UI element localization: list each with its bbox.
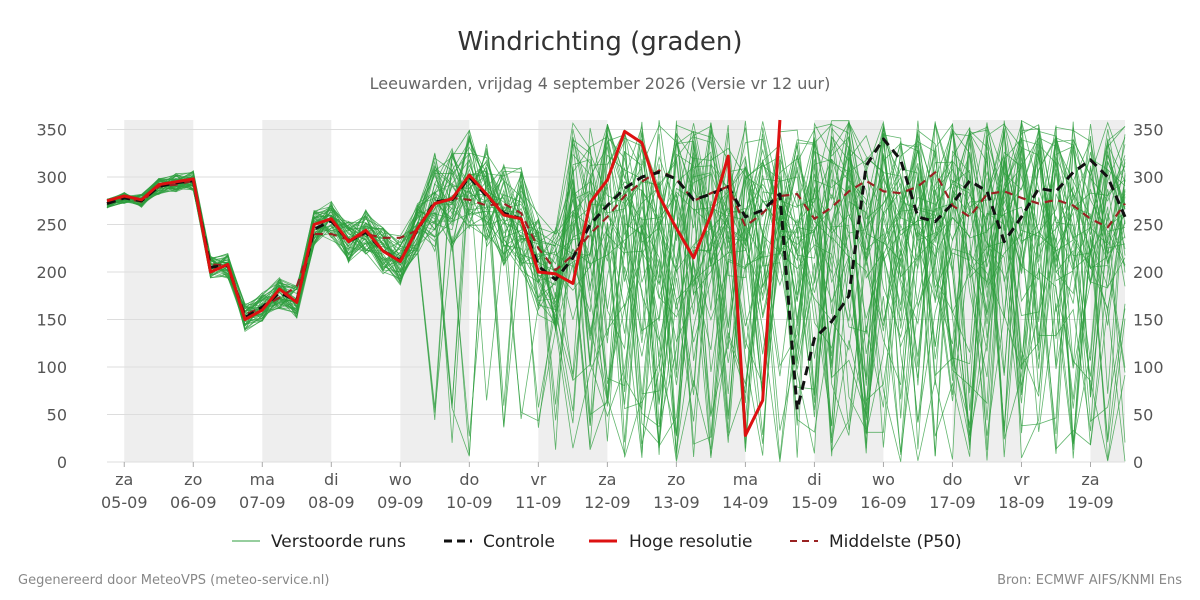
x-tick-day: ma: [733, 470, 758, 489]
y-tick-label-right: 200: [1133, 263, 1164, 282]
x-tick-date: 06-09: [170, 493, 217, 512]
y-tick-label-left: 150: [36, 311, 67, 330]
x-tick-day: wo: [389, 470, 412, 489]
y-axis-right: 0 50 100 150 200 250 300 350: [1133, 121, 1164, 473]
day-band-1: [262, 120, 332, 462]
ensemble-member-line: [106, 120, 1126, 459]
y-tick-label-left: 100: [36, 358, 67, 377]
footer-generated-by: Gegenereerd door MeteoVPS (meteo-service…: [18, 573, 329, 588]
ensemble-member-line: [106, 120, 1126, 454]
x-tick-date: 12-09: [584, 493, 631, 512]
y-tick-label-left: 300: [36, 168, 67, 187]
x-tick-date: 13-09: [653, 493, 700, 512]
y-tick-label-right: 350: [1133, 121, 1164, 140]
x-tick-day: za: [598, 470, 616, 489]
x-tick-day: do: [459, 470, 479, 489]
y-tick-label-right: 150: [1133, 311, 1164, 330]
x-tick-date: 16-09: [860, 493, 907, 512]
legend: Verstoorde runs Controle Hoge resolutie …: [232, 532, 962, 552]
x-axis: za 05-09 zo 06-09 ma 07-09 di 08-09 wo 09-09 do 10-…: [101, 462, 1114, 512]
ensemble-member-line: [106, 127, 1126, 429]
x-tick-day: wo: [872, 470, 895, 489]
y-axis-left: 0 50 100 150 200 250 300 350: [36, 121, 67, 473]
ensemble-member-line: [106, 123, 1126, 458]
y-tick-label-left: 250: [36, 216, 67, 235]
x-tick-date: 08-09: [308, 493, 355, 512]
chart-title: Windrichting (graden): [457, 27, 742, 57]
x-tick-day: zo: [184, 470, 202, 489]
y-tick-label-left: 0: [57, 453, 67, 472]
main-series: [106, 119, 1127, 437]
y-tick-label-right: 0: [1133, 453, 1143, 472]
legend-label-perturbed: Verstoorde runs: [271, 532, 406, 552]
x-tick-day: di: [324, 470, 339, 489]
x-tick-date: 11-09: [515, 493, 562, 512]
series-line-controle: [106, 137, 1127, 412]
y-tick-label-right: 100: [1133, 358, 1164, 377]
x-tick-date: 07-09: [239, 493, 286, 512]
ensemble-member-line: [106, 126, 1126, 433]
day-band-0: [124, 120, 194, 462]
legend-label-median: Middelste (P50): [829, 532, 962, 552]
legend-label-control: Controle: [483, 532, 555, 552]
ensemble-member-line: [106, 123, 1126, 456]
y-tick-label-left: 200: [36, 263, 67, 282]
ensemble-member-line: [106, 128, 1126, 459]
y-tick-label-right: 50: [1133, 406, 1153, 425]
y-tick-label-right: 300: [1133, 168, 1164, 187]
footer-source: Bron: ECMWF AIFS/KNMI Ens: [997, 573, 1182, 588]
series-line-middelste-p50: [106, 169, 1126, 316]
x-tick-day: vr: [1013, 470, 1029, 489]
x-tick-day: zo: [667, 470, 685, 489]
x-tick-date: 18-09: [998, 493, 1045, 512]
y-tick-label-left: 350: [36, 121, 67, 140]
x-tick-day: vr: [530, 470, 546, 489]
x-tick-date: 17-09: [929, 493, 976, 512]
y-tick-label-right: 250: [1133, 216, 1164, 235]
ensemble-member-line: [106, 130, 1126, 461]
ensemble-member-line: [106, 135, 1126, 461]
x-tick-date: 14-09: [722, 493, 769, 512]
x-tick-date: 15-09: [791, 493, 838, 512]
x-tick-day: za: [1081, 470, 1099, 489]
x-tick-date: 10-09: [446, 493, 493, 512]
legend-label-hires: Hoge resolutie: [629, 532, 753, 552]
x-tick-day: za: [115, 470, 133, 489]
x-tick-day: di: [807, 470, 822, 489]
chart-subtitle: Leeuwarden, vrijdag 4 september 2026 (Ve…: [370, 74, 831, 93]
ensemble-member-line: [106, 122, 1126, 450]
y-tick-label-left: 50: [47, 406, 67, 425]
x-tick-day: do: [942, 470, 962, 489]
ensemble-member-line: [106, 128, 1126, 457]
x-tick-date: 05-09: [101, 493, 148, 512]
series-line-hoge-resolutie: [106, 119, 782, 437]
x-tick-day: ma: [250, 470, 275, 489]
x-tick-date: 09-09: [377, 493, 424, 512]
x-tick-date: 19-09: [1067, 493, 1114, 512]
